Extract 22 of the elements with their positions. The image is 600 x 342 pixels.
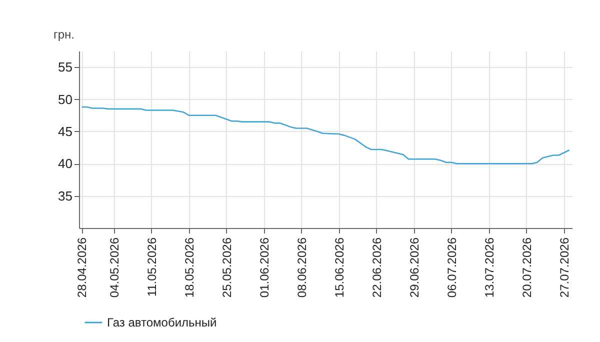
y-tick-label: 55 xyxy=(58,60,72,75)
x-tick-label: 20.07.2026 xyxy=(520,237,534,298)
legend-label: Газ автомобильный xyxy=(107,316,217,330)
x-tick-label: 01.06.2026 xyxy=(257,237,272,298)
line-series xyxy=(81,106,570,164)
x-tick-label: 29.06.2026 xyxy=(407,237,422,298)
x-tick-label: 27.07.2026 xyxy=(557,237,572,298)
y-tick-label: 40 xyxy=(58,156,72,172)
x-tick-label: 08.06.2026 xyxy=(294,237,309,298)
x-tick-label: 28.04.2026 xyxy=(75,237,90,298)
x-tick-label: 11.05.2026 xyxy=(144,237,159,297)
y-tick-label: 50 xyxy=(58,92,72,107)
x-tick-label: 22.06.2026 xyxy=(370,237,384,298)
x-tick-label: 04.05.2026 xyxy=(107,237,122,298)
x-tick-label: 06.07.2026 xyxy=(444,237,459,298)
y-tick-label: 35 xyxy=(58,188,72,204)
x-tick-label: 18.05.2026 xyxy=(182,237,196,298)
y-axis-title: грн. xyxy=(53,28,74,42)
y-tick-label: 45 xyxy=(58,124,72,139)
x-tick-label: 13.07.2026 xyxy=(482,237,496,298)
x-tick-label: 25.05.2026 xyxy=(220,237,234,298)
x-tick-label: 15.06.2026 xyxy=(332,237,346,298)
